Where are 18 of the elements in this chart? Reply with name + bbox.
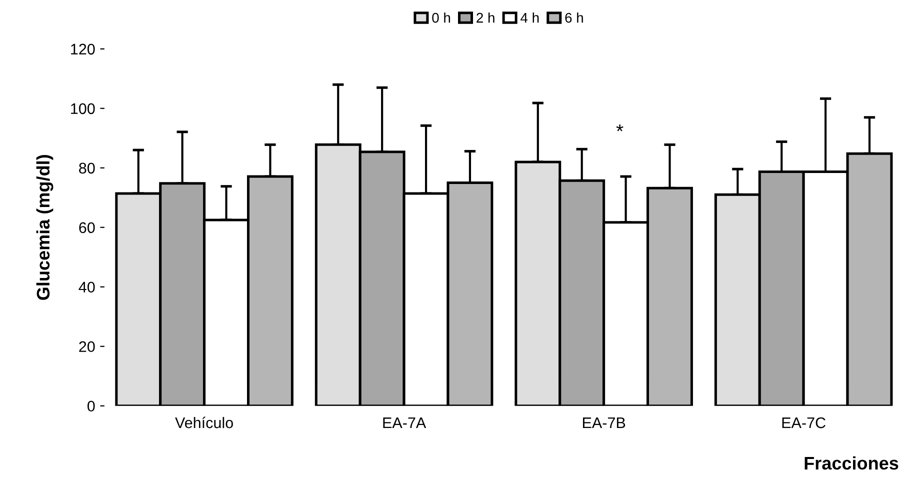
y-tick-label: 100: [71, 103, 95, 114]
legend-label: 0 h: [432, 12, 450, 23]
x-tick-label: EA-7B: [582, 418, 626, 428]
x-axis-title: Fracciones: [804, 456, 898, 470]
y-tick-label: 20: [79, 341, 95, 352]
y-tick-label: 0: [87, 400, 95, 412]
x-tick-label: Vehículo: [175, 416, 233, 428]
legend-label: 6 h: [565, 12, 583, 23]
x-tick-label: EA-7A: [383, 418, 426, 428]
x-tick-label: EA-7C: [782, 417, 826, 428]
annotation: *: [616, 124, 624, 132]
y-tick-label: 120: [71, 44, 95, 55]
legend-label: 2 h: [476, 12, 494, 23]
y-tick-label: 60: [79, 222, 95, 234]
y-tick-label: 80: [79, 162, 95, 174]
y-tick-label: 40: [78, 282, 95, 293]
y-axis-title: Glucemia (mg/dl): [36, 155, 54, 300]
legend-label: 4 h: [520, 12, 539, 23]
